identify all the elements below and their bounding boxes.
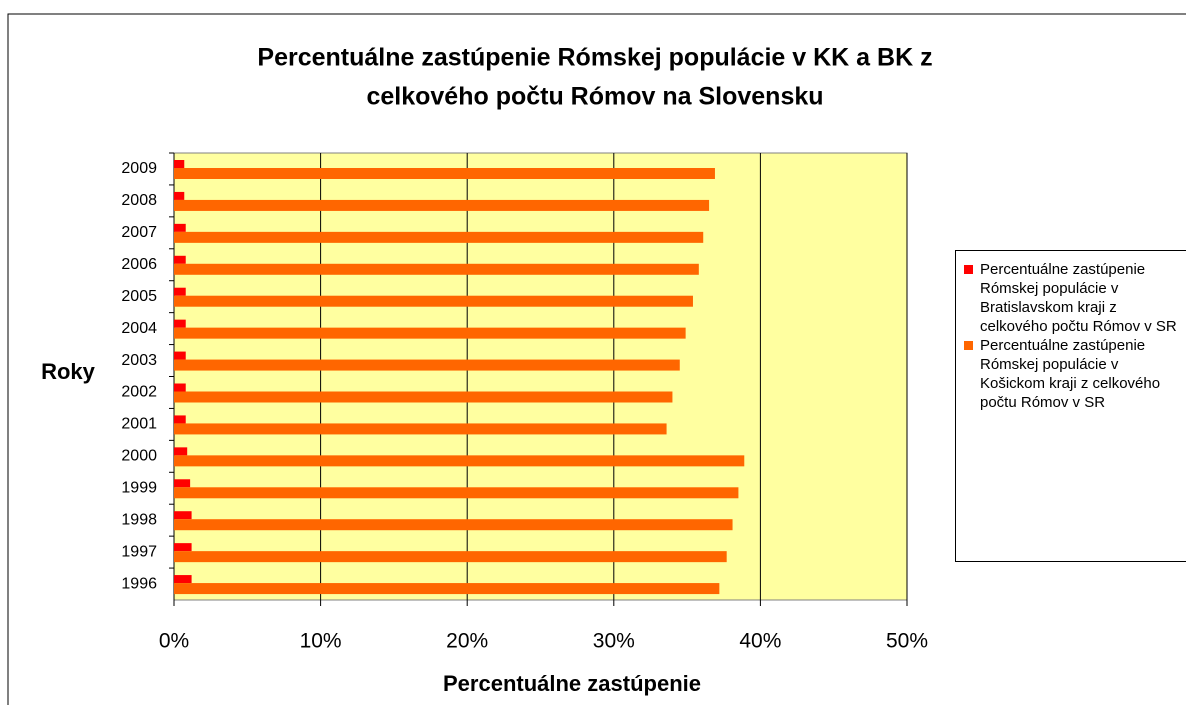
- bar: [174, 160, 185, 168]
- bar: [174, 223, 186, 232]
- y-tick-label: 2005: [121, 288, 157, 305]
- bar: [174, 423, 667, 435]
- bar: [174, 231, 704, 243]
- bar: [174, 319, 186, 328]
- legend: Percentuálne zastúpenie Rómskej populáci…: [955, 250, 1186, 562]
- x-tick-label: 20%: [446, 630, 488, 653]
- y-tick-label: 2009: [121, 160, 157, 177]
- bar: [174, 359, 680, 371]
- bar: [174, 511, 192, 520]
- x-tick-label: 30%: [593, 630, 635, 653]
- bar: [174, 455, 745, 467]
- chart-title: celkového počtu Rómov na Slovensku: [366, 83, 823, 111]
- y-tick-label: 2004: [121, 320, 157, 337]
- plot-area: [173, 152, 908, 601]
- x-tick-label: 50%: [886, 630, 928, 653]
- chart-title: Percentuálne zastúpenie Rómskej populáci…: [257, 44, 932, 72]
- bar: [174, 287, 186, 296]
- x-axis-label: Percentuálne zastúpenie: [443, 671, 701, 696]
- legend-label: Percentuálne zastúpenie Rómskej populáci…: [980, 261, 1177, 335]
- y-tick-label: 2008: [121, 192, 157, 209]
- legend-swatch: [964, 341, 973, 350]
- y-tick-label: 2003: [121, 352, 157, 369]
- x-tick-label: 40%: [739, 630, 781, 653]
- y-tick-label: 1997: [121, 543, 157, 560]
- bar: [174, 191, 185, 200]
- bar: [174, 575, 192, 584]
- y-axis-label: Roky: [41, 359, 96, 384]
- y-tick-label: 1996: [121, 575, 157, 592]
- bar: [174, 551, 727, 563]
- y-tick-label: 2001: [121, 416, 157, 433]
- legend-entry: Percentuálne zastúpenie Rómskej populáci…: [964, 336, 1186, 412]
- bar: [174, 583, 720, 595]
- bar: [174, 255, 186, 264]
- bar: [174, 487, 739, 499]
- bar: [174, 479, 191, 488]
- bar: [174, 351, 186, 360]
- y-tick-label: 1999: [121, 479, 157, 496]
- bar: [174, 519, 733, 531]
- y-tick-label: 1998: [121, 511, 157, 528]
- y-tick-label: 2002: [121, 384, 157, 401]
- y-tick-label: 2006: [121, 256, 157, 273]
- x-tick-label: 10%: [300, 630, 342, 653]
- x-tick-label: 0%: [159, 630, 189, 653]
- bar: [174, 391, 673, 403]
- bar: [174, 295, 693, 307]
- bar: [174, 543, 192, 552]
- bar: [174, 327, 686, 339]
- bar: [174, 383, 186, 392]
- y-tick-label: 2007: [121, 224, 157, 241]
- bar: [174, 415, 186, 424]
- legend-entry: Percentuálne zastúpenie Rómskej populáci…: [964, 260, 1186, 336]
- bar: [174, 168, 715, 179]
- legend-label: Percentuálne zastúpenie Rómskej populáci…: [980, 337, 1161, 411]
- bar: [174, 199, 710, 211]
- bar: [174, 447, 188, 456]
- bar: [174, 263, 699, 275]
- y-tick-label: 2000: [121, 448, 157, 465]
- legend-swatch: [964, 265, 973, 274]
